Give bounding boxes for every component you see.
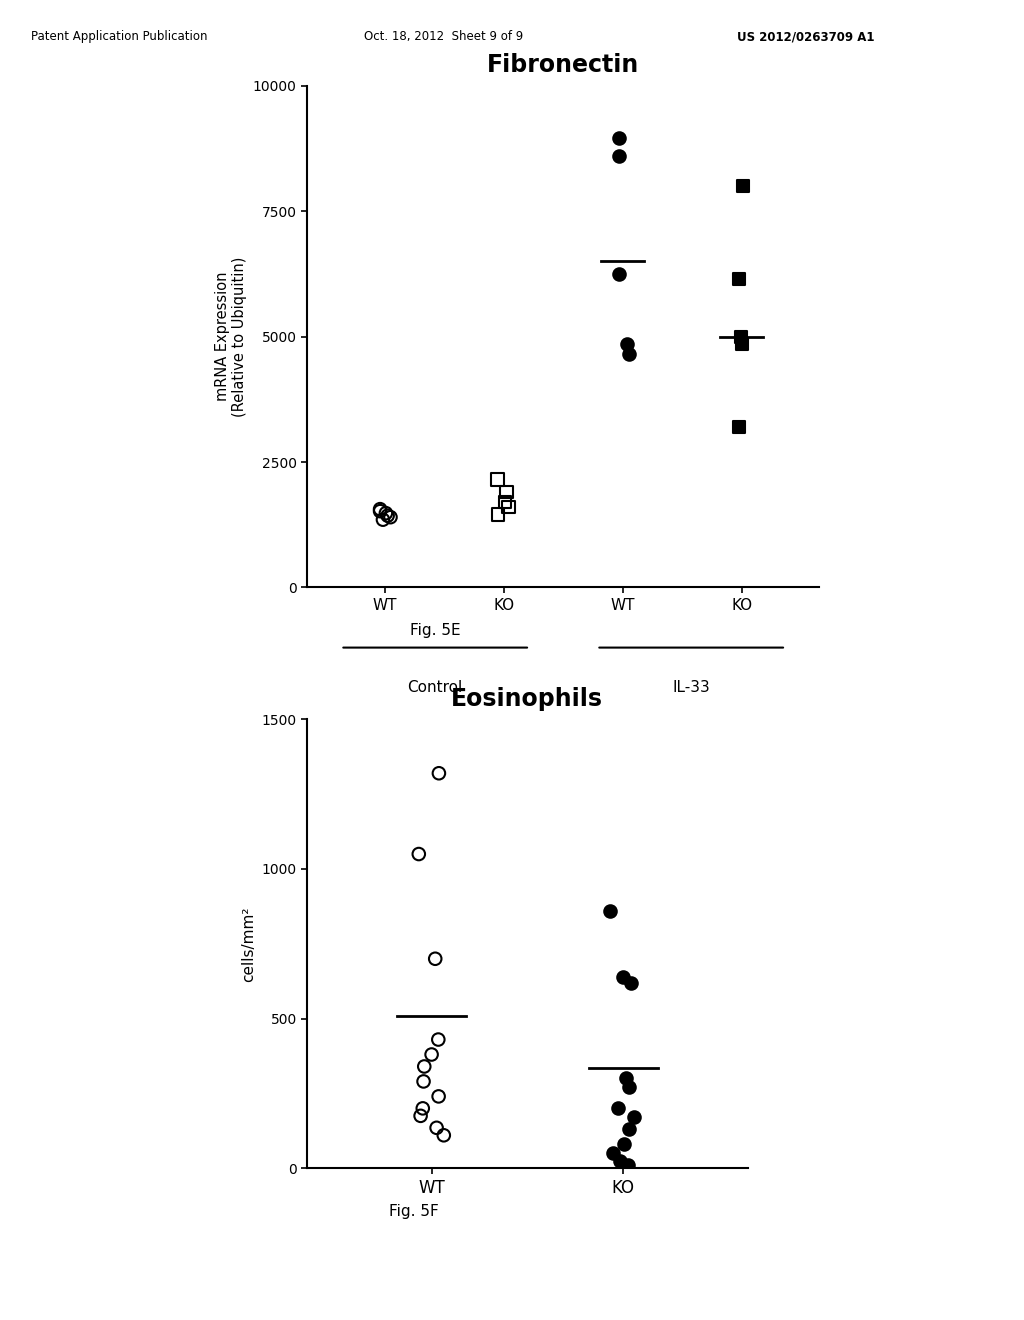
Point xyxy=(731,416,748,437)
Point xyxy=(411,843,427,865)
Point xyxy=(497,491,513,512)
Point xyxy=(609,1098,626,1119)
Point xyxy=(378,503,394,524)
Point xyxy=(427,948,443,969)
Point xyxy=(423,1044,439,1065)
Y-axis label: mRNA Expression
(Relative to Ubiquitin): mRNA Expression (Relative to Ubiquitin) xyxy=(215,256,248,417)
Point xyxy=(416,1071,432,1092)
Point xyxy=(430,1086,446,1107)
Point xyxy=(620,1155,636,1176)
Point xyxy=(621,1119,637,1140)
Point xyxy=(430,1030,446,1051)
Point xyxy=(735,176,752,197)
Point xyxy=(489,504,506,525)
Text: Fig. 5E: Fig. 5E xyxy=(410,623,460,638)
Text: US 2012/0263709 A1: US 2012/0263709 A1 xyxy=(737,30,874,44)
Text: IL-33: IL-33 xyxy=(673,680,710,696)
Point xyxy=(626,1106,642,1127)
Point xyxy=(731,268,748,289)
Point xyxy=(372,499,388,520)
Text: Control: Control xyxy=(408,680,463,696)
Point xyxy=(610,128,627,149)
Text: Fig. 5F: Fig. 5F xyxy=(389,1204,439,1218)
Point xyxy=(624,972,640,993)
Point xyxy=(617,1068,634,1089)
Title: Eosinophils: Eosinophils xyxy=(452,686,603,710)
Point xyxy=(380,506,396,527)
Point xyxy=(489,469,506,490)
Point xyxy=(375,510,391,531)
Point xyxy=(605,1143,622,1164)
Point xyxy=(382,507,398,528)
Y-axis label: cells/mm²: cells/mm² xyxy=(241,906,256,982)
Point xyxy=(416,1056,432,1077)
Point xyxy=(611,1150,628,1171)
Text: Oct. 18, 2012  Sheet 9 of 9: Oct. 18, 2012 Sheet 9 of 9 xyxy=(364,30,523,44)
Point xyxy=(501,496,517,517)
Point xyxy=(601,900,617,921)
Point xyxy=(621,1077,637,1098)
Point xyxy=(734,334,751,355)
Point xyxy=(428,1117,444,1138)
Point xyxy=(621,343,637,364)
Point xyxy=(615,966,632,987)
Point xyxy=(618,334,635,355)
Point xyxy=(616,1134,633,1155)
Point xyxy=(733,326,750,347)
Point xyxy=(610,264,627,285)
Point xyxy=(431,763,447,784)
Text: Patent Application Publication: Patent Application Publication xyxy=(31,30,207,44)
Point xyxy=(415,1098,431,1119)
Point xyxy=(499,482,515,503)
Point xyxy=(413,1105,429,1126)
Point xyxy=(372,500,388,521)
Point xyxy=(610,145,627,166)
Point xyxy=(435,1125,452,1146)
Title: Fibronectin: Fibronectin xyxy=(487,53,639,77)
